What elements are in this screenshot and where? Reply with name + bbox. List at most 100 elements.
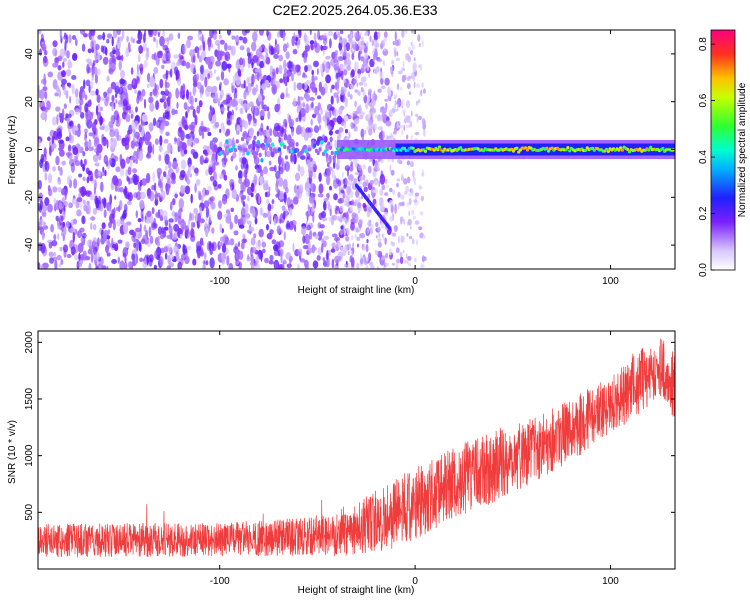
spectrogram-noise-blob — [310, 118, 313, 126]
spectrogram-noise-blob — [377, 31, 381, 40]
spectrogram-noise-blob — [407, 218, 412, 226]
spectrogram-noise-blob — [149, 235, 154, 245]
spectrogram-noise-blob — [218, 200, 222, 209]
spectrogram-noise-blob — [153, 66, 159, 75]
spectrogram-noise-blob — [310, 43, 314, 51]
carrier-line-segment — [262, 145, 266, 151]
spectrogram-noise-blob — [47, 71, 54, 78]
spectrogram-noise-blob — [165, 69, 168, 81]
spectrogram-noise-blob — [396, 182, 399, 188]
spectrogram-noise-blob — [344, 97, 349, 105]
spectrogram-noise-blob — [295, 189, 300, 200]
spectrogram-noise-blob — [215, 151, 218, 162]
spectrogram-noise-blob — [349, 191, 354, 199]
spectrogram-noise-blob — [190, 234, 196, 242]
spectrogram-noise-blob — [246, 255, 251, 262]
spectrogram-noise-blob — [166, 234, 173, 239]
spectrogram-noise-blob — [176, 253, 180, 259]
spectrogram-noise-blob — [120, 158, 126, 169]
spectrogram-noise-blob — [125, 92, 129, 101]
spectrogram-noise-blob — [374, 181, 378, 186]
spectrogram-noise-blob — [368, 88, 373, 94]
spectrogram-noise-blob — [206, 145, 210, 154]
spectrogram-noise-blob — [82, 151, 86, 157]
spectrogram-noise-blob — [118, 86, 124, 95]
spectrogram-noise-blob — [163, 138, 169, 144]
spectrogram-noise-blob — [75, 38, 78, 47]
spectrogram-noise-blob — [320, 34, 325, 40]
spectrogram-noise-blob — [165, 111, 169, 120]
spectrogram-noise-blob — [182, 45, 185, 54]
spectrogram-noise-blob — [310, 102, 314, 108]
spectrogram-noise-blob — [135, 106, 138, 113]
spectrogram-noise-blob — [330, 87, 333, 93]
spectrogram-noise-blob — [224, 42, 228, 52]
spectrogram-noise-blob — [56, 254, 62, 261]
spectrogram-noise-blob — [339, 30, 344, 35]
spectrogram-noise-blob — [374, 188, 378, 194]
spectrogram-noise-blob — [197, 212, 201, 224]
spectrogram-noise-blob — [419, 63, 423, 71]
spectrogram-noise-blob — [40, 243, 46, 254]
snr-x-tick-label: 100 — [602, 576, 619, 587]
spectrogram-noise-blob — [38, 30, 42, 34]
spectrogram-noise-blob — [193, 168, 198, 173]
spectrogram-noise-blob — [345, 115, 349, 122]
spectrogram-noise-blob — [199, 45, 203, 51]
spectrogram-noise-blob — [186, 89, 189, 100]
spectrogram-noise-blob — [76, 197, 83, 203]
spectrogram-noise-blob — [299, 166, 305, 177]
spectrogram-noise-blob — [288, 118, 295, 128]
spectrogram-noise-blob — [148, 122, 154, 132]
carrier-line-segment — [525, 148, 530, 152]
spectrogram-noise-blob — [208, 241, 212, 251]
spectrogram-noise-blob — [82, 176, 86, 182]
spectrogram-noise-blob — [254, 68, 260, 73]
spectrogram-noise-blob — [231, 35, 236, 40]
spectrogram-noise-blob — [141, 121, 146, 127]
spectrogram-noise-blob — [183, 249, 188, 254]
spectrogram-noise-blob — [188, 163, 192, 174]
spectrogram-noise-blob — [421, 169, 424, 174]
spectrogram-noise-blob — [47, 203, 53, 213]
spectrogram-noise-blob — [245, 86, 249, 93]
spectrogram-noise-blob — [119, 167, 125, 177]
spectrogram-noise-blob — [295, 36, 298, 42]
spectrogram-noise-blob — [180, 159, 187, 170]
spectrogram-noise-blob — [132, 77, 136, 86]
spectrogram-noise-blob — [149, 76, 155, 88]
spectrogram-noise-blob — [284, 122, 288, 129]
spectrogram-noise-blob — [133, 242, 137, 248]
spectrogram-noise-blob — [253, 233, 257, 239]
spectrogram-noise-blob — [410, 41, 413, 47]
spectrogram-noise-blob — [268, 160, 272, 166]
spectrogram-noise-blob — [347, 262, 350, 269]
spectrogram-noise-blob — [67, 144, 72, 152]
spectrogram-noise-blob — [159, 135, 163, 147]
spectrogram-noise-blob — [85, 167, 90, 175]
spectrogram-noise-blob — [403, 124, 406, 131]
spectrogram-noise-blob — [331, 242, 336, 248]
spectrogram-noise-blob — [412, 176, 416, 182]
spectrogram-noise-blob — [238, 261, 242, 269]
spectrogram-noise-blob — [413, 199, 418, 203]
spectrogram-noise-blob — [151, 53, 155, 60]
spectrogram-noise-blob — [287, 113, 290, 121]
spectrogram-noise-blob — [126, 200, 132, 206]
spectrogram-noise-blob — [325, 74, 331, 84]
spectrogram-noise-blob — [385, 120, 392, 127]
spectrogram-noise-blob — [350, 46, 353, 53]
spectrogram-noise-blob — [328, 130, 333, 136]
spectrogram-noise-blob — [109, 129, 115, 138]
spectrogram-noise-blob — [106, 265, 109, 269]
spectrogram-noise-blob — [316, 255, 321, 261]
spectrogram-noise-blob — [250, 262, 255, 269]
spectrogram-noise-blob — [367, 112, 371, 120]
spectrogram-noise-blob — [323, 200, 327, 211]
spectrogram-noise-blob — [75, 97, 80, 105]
spectrogram-noise-blob — [409, 161, 414, 168]
carrier-line-segment — [302, 145, 306, 151]
spectrogram-x-tick-label: 0 — [412, 276, 418, 287]
spectrogram-noise-blob — [66, 177, 71, 185]
spectrogram-noise-blob — [112, 213, 116, 219]
